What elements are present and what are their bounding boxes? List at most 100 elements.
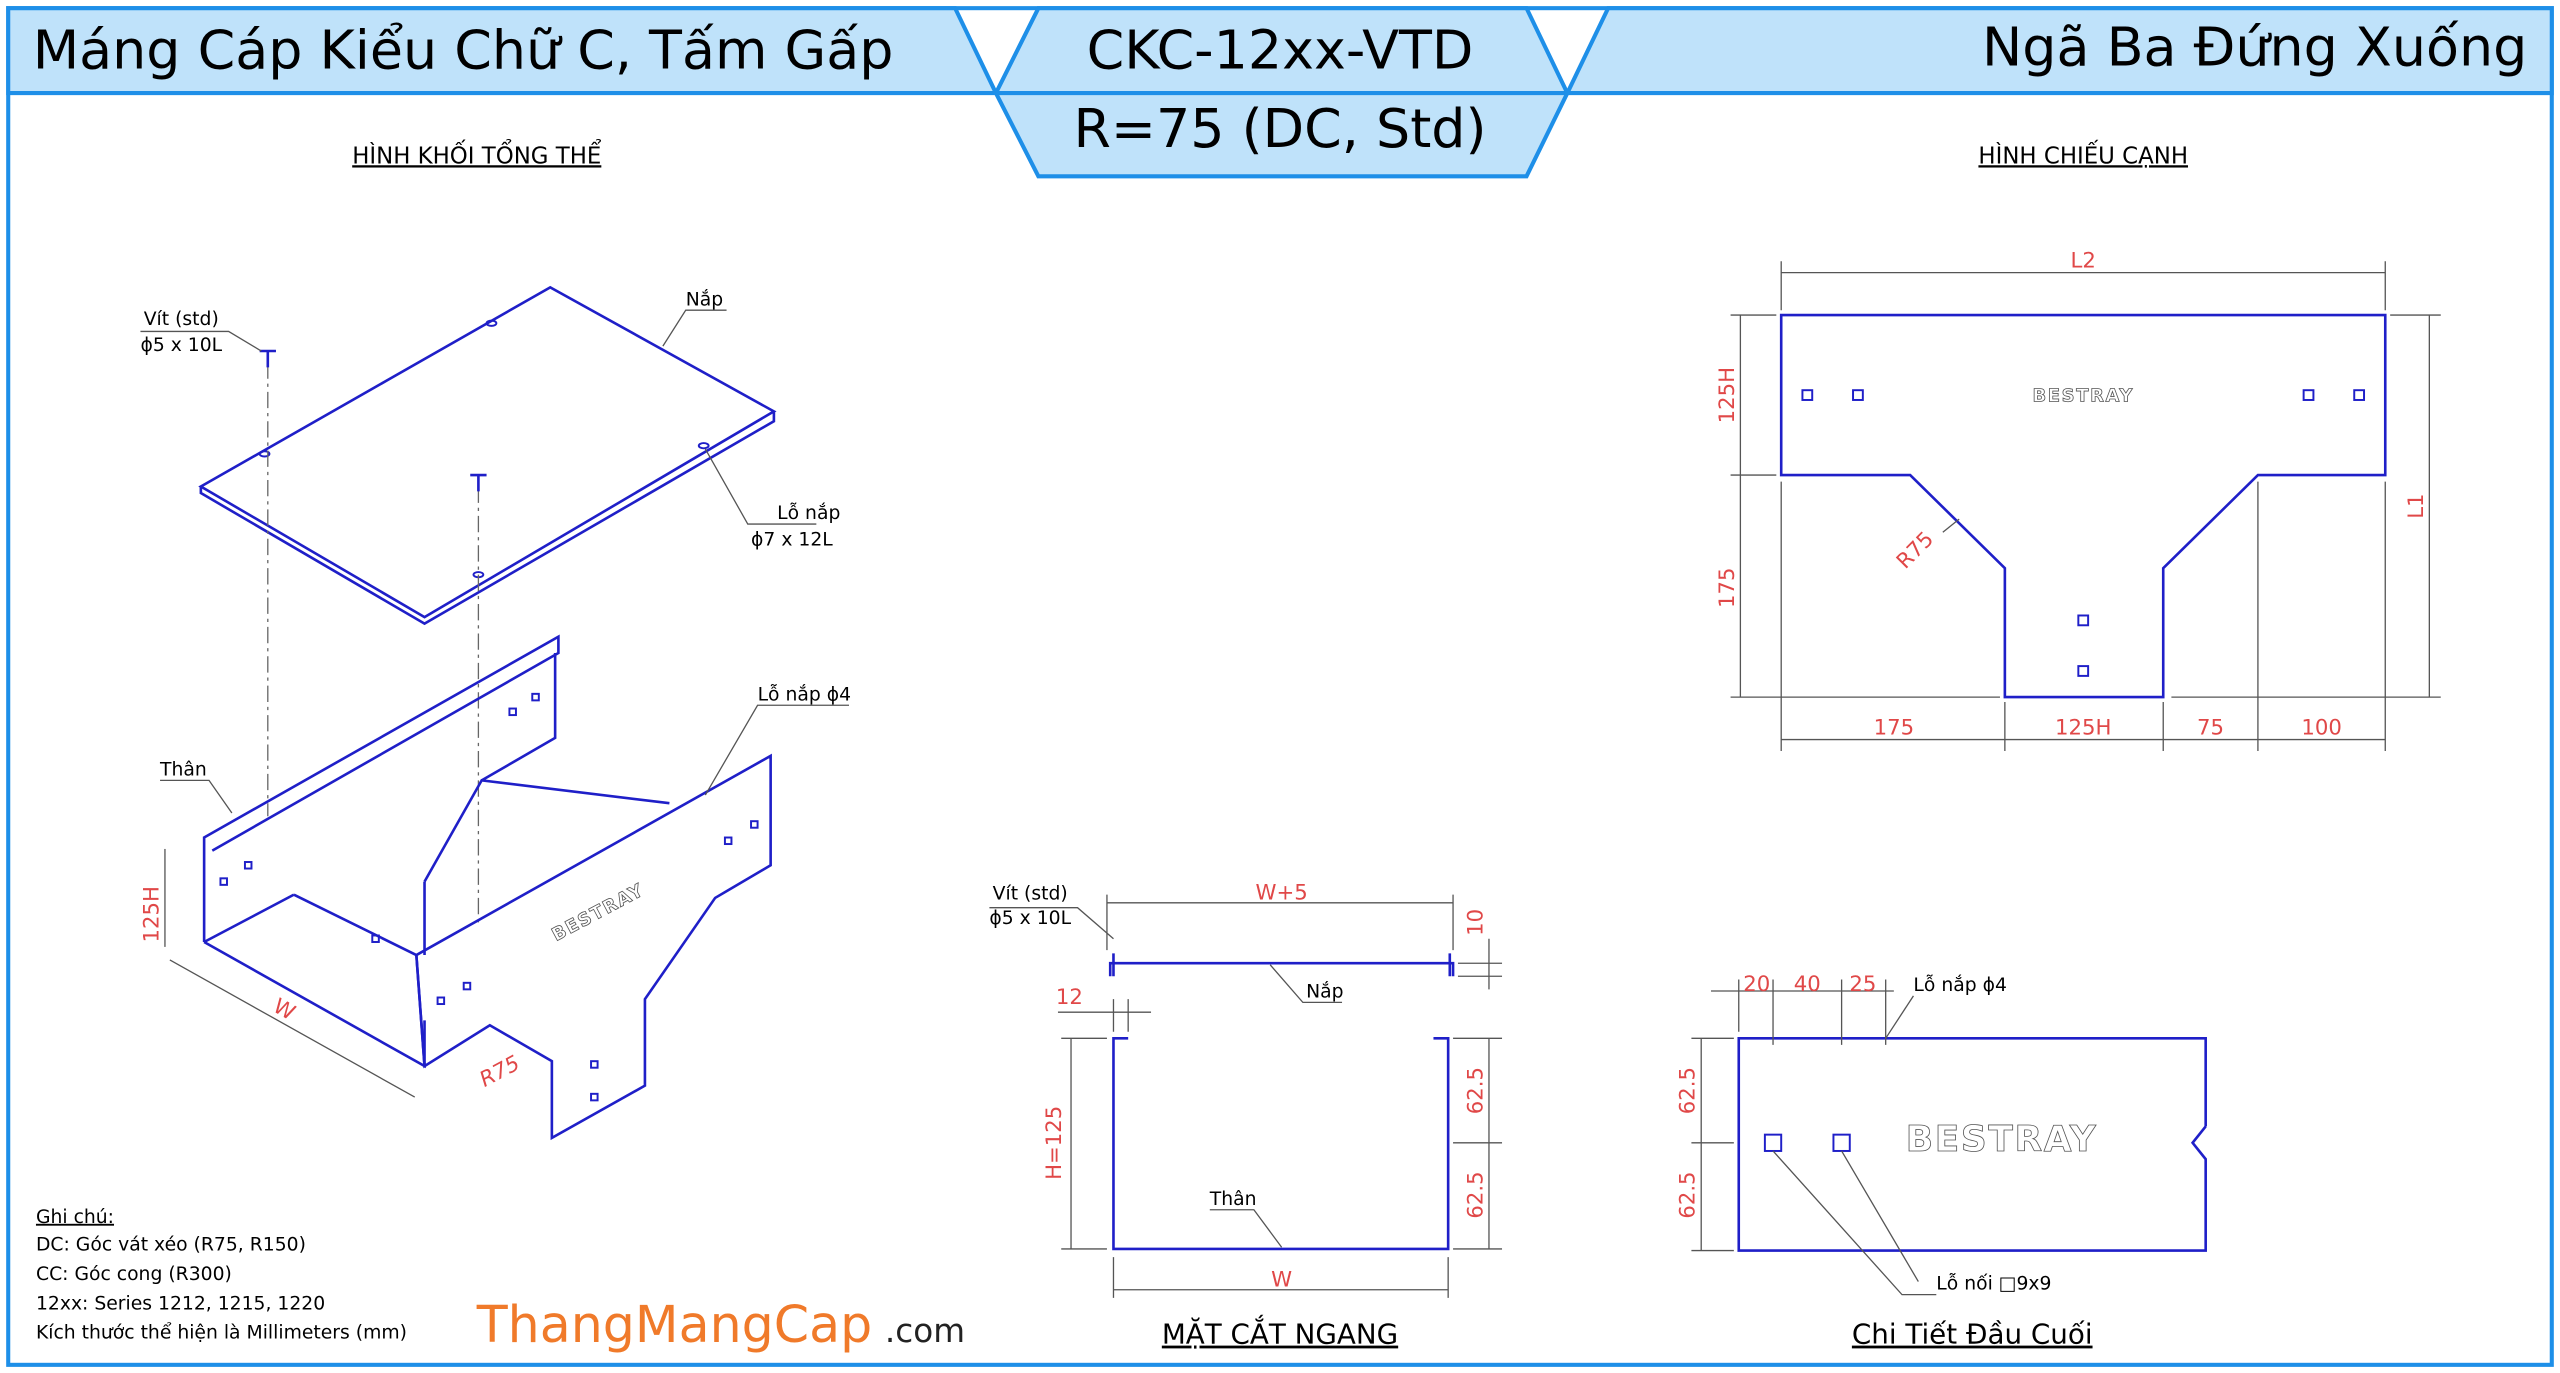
hole (750, 820, 759, 829)
dimension-label: L2 (2071, 249, 2096, 274)
dimension-line (1772, 1150, 1937, 1296)
drawing-line (1779, 313, 2387, 699)
label: HÌNH KHỐI TỔNG THỂ (352, 138, 602, 169)
label: BESTRAY (2032, 386, 2133, 407)
label: ϕ7 x 12L (751, 529, 833, 550)
header: Máng Cáp Kiểu Chữ C, Tấm Gấp CKC-12xx-VT… (6, 6, 2554, 1367)
hole (697, 442, 710, 450)
dimension-label: 125H (1715, 367, 1740, 423)
hole (258, 450, 271, 458)
dimension-label: 12 (1056, 985, 1083, 1010)
drawing-line (293, 893, 417, 957)
hole (2077, 614, 2090, 627)
label: Ngã Ba Đứng Xuống (1982, 15, 2527, 78)
section-view: Vít (std) ϕ5 x 10L W+5 10 12 Nắp H=125 6… (989, 881, 1503, 1351)
label: Thân (1209, 1189, 1257, 1210)
drawing-line (415, 954, 426, 1067)
hole (436, 996, 446, 1006)
label: Nắp (1306, 980, 1343, 1003)
label: Kích thước thể hiện là Millimeters (mm) (36, 1322, 407, 1344)
label: Lỗ nối □9x9 (1936, 1273, 2051, 1295)
dimension-label: 62.5 (1463, 1067, 1488, 1114)
dimension-label: W+5 (1255, 881, 1307, 906)
hole (219, 877, 228, 886)
side-view: HÌNH CHIẾU CẠNH BESTRAY L2 125H 175 L1 R… (1715, 139, 2441, 751)
label: CC: Góc cong (R300) (36, 1264, 232, 1285)
dimension-label: H=125 (1042, 1106, 1067, 1180)
label: Nắp (686, 287, 723, 310)
dimension-label: 75 (2197, 716, 2224, 741)
label: BESTRAY (1906, 1119, 2098, 1160)
label: R=75 (DC, Std) (1073, 97, 1486, 160)
hole (1801, 389, 1814, 401)
dimension-line (1885, 995, 1914, 1039)
label: .com (885, 1312, 965, 1350)
hole (2077, 665, 2090, 677)
dimension-label: 62.5 (1463, 1171, 1488, 1218)
label: HÌNH CHIẾU CẠNH (1978, 139, 2188, 169)
hole (462, 981, 472, 991)
hole (243, 861, 253, 870)
dimension-label: 175 (1715, 567, 1740, 608)
label: CKC-12xx-VTD (1087, 19, 1474, 82)
hole (2353, 389, 2366, 401)
dimension-label: 20 (1743, 972, 1770, 997)
drawing-line (1112, 953, 1452, 977)
dimension-label: 10 (1463, 909, 1488, 936)
dimension-line (1691, 979, 1894, 1252)
dimension-label: 25 (1849, 972, 1876, 997)
dimension-line (1269, 964, 1343, 1004)
label: MẶT CẮT NGANG (1162, 1314, 1398, 1351)
hole (590, 1092, 599, 1102)
drawing-line (415, 753, 772, 1141)
dimension-label: 62.5 (1676, 1171, 1701, 1218)
hole (508, 707, 517, 717)
hole (2302, 389, 2315, 401)
hole (1852, 389, 1864, 401)
dimension-line (704, 448, 817, 525)
drawing-line (481, 653, 557, 782)
label: Lỗ nắp (777, 501, 840, 524)
drawing-line (199, 411, 776, 626)
drawing-line (6, 6, 2554, 1367)
drawing-line (1108, 961, 1455, 977)
dimension-label: 175 (1874, 716, 1915, 741)
label: Vít (std) (993, 884, 1068, 905)
dimension-line (160, 779, 233, 814)
dimension-line (1209, 1209, 1283, 1248)
label: DC: Góc vát xéo (R75, R150) (36, 1235, 306, 1256)
drawing-line (259, 349, 487, 492)
label: Vít (std) (144, 309, 219, 330)
drawing-line (1112, 1037, 1450, 1251)
dimension-label: 100 (2301, 716, 2342, 741)
hole (531, 692, 540, 702)
label: ϕ5 x 10L (140, 335, 222, 356)
drawing-line (202, 634, 560, 942)
dimension-label: W (1271, 1267, 1292, 1292)
notes: Ghi chú: DC: Góc vát xéo (R75, R150) CC:… (36, 1207, 407, 1344)
dimension-label: 125H (139, 886, 164, 942)
label: 12xx: Series 1212, 1215, 1220 (36, 1293, 325, 1314)
dimension-label: L1 (2404, 493, 2429, 518)
label: Ghi chú: (36, 1207, 114, 1228)
label: Lỗ nắp ϕ4 (758, 682, 852, 705)
label: Lỗ nắp ϕ4 (1913, 973, 2007, 996)
label: Thân (159, 759, 207, 780)
dimension-line (140, 330, 262, 352)
label: ϕ5 x 10L (989, 908, 1071, 929)
dimension-line (662, 309, 727, 347)
brand: ThangMangCap .com (476, 1295, 965, 1354)
dimension-line (1942, 518, 1960, 533)
dimension-line (1730, 261, 2441, 751)
hole (1801, 389, 2366, 677)
label: ThangMangCap (476, 1295, 872, 1354)
label: Máng Cáp Kiểu Chữ C, Tấm Gấp (33, 19, 894, 82)
dimension-line (989, 907, 1114, 940)
dimension-line (1057, 894, 1503, 1298)
hole (219, 692, 759, 1102)
hole (485, 319, 498, 327)
dimension-line (704, 704, 849, 796)
hole (371, 934, 380, 943)
